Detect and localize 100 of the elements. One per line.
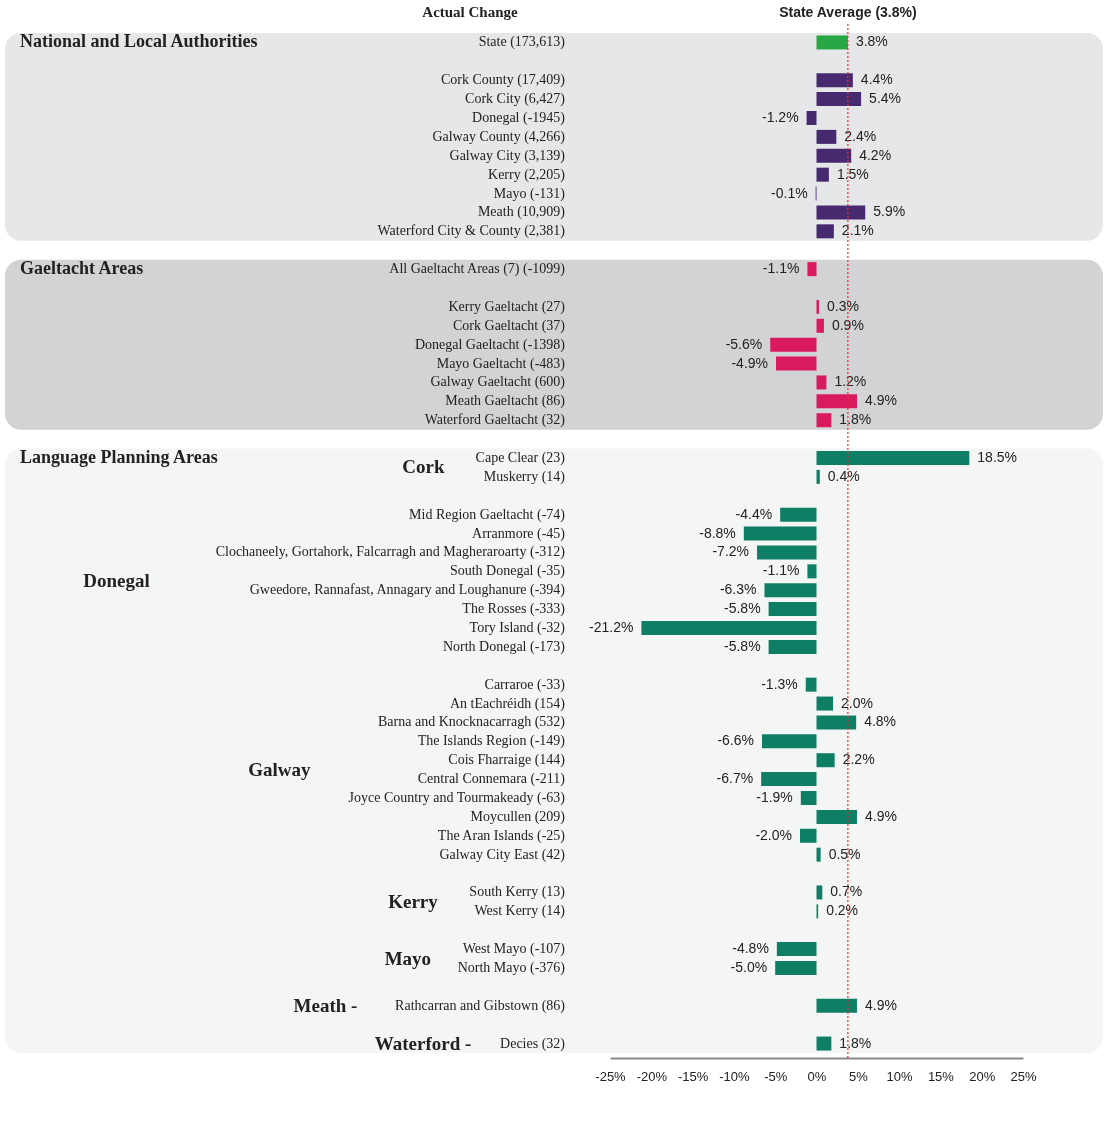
data-label: -5.0%: [730, 959, 768, 975]
y-tick-label: Moycullen (209): [470, 808, 566, 825]
bar: [761, 734, 817, 749]
data-label: -1.9%: [756, 789, 793, 805]
ref-line-label: State Average (3.8%): [779, 4, 917, 20]
bar: [816, 696, 834, 711]
text: Kerry: [388, 890, 439, 912]
text: Meath -: [293, 994, 358, 1016]
data-label: -6.6%: [717, 732, 754, 749]
x-tick-label: 20%: [969, 1068, 996, 1084]
bar: [807, 262, 817, 277]
y-tick-label: Mayo (-131): [493, 185, 566, 202]
data-label: -2.0%: [755, 826, 792, 843]
y-tick-label: The Rosses (-333): [462, 601, 566, 618]
text: Galway: [248, 758, 311, 780]
y-tick-label: Mid Region Gaeltacht (-74): [409, 506, 566, 523]
y-tick-label: Mayo Gaeltacht (-483): [436, 355, 566, 372]
x-tick-label: -5%: [764, 1068, 788, 1084]
y-tick-label: Kerry (2,205): [488, 166, 566, 183]
x-tick-label: 25%: [1010, 1068, 1037, 1084]
bar: [816, 413, 832, 428]
y-tick-label: Cois Fharraige (144): [448, 752, 566, 769]
text: Cork: [402, 456, 445, 478]
bar: [816, 92, 862, 107]
y-tick-label: Donegal (-1945): [472, 110, 566, 126]
y-tick-label: South Kerry (13): [469, 884, 566, 901]
data-label: -6.3%: [719, 581, 757, 598]
bar: [764, 583, 817, 598]
bar: [776, 942, 817, 957]
data-label: 2.4%: [844, 127, 877, 144]
y-tick-label: Decies (32): [500, 1035, 566, 1052]
y-tick-label: Barna and Knocknacarragh (532): [378, 714, 566, 731]
y-tick-label: Central Connemara (-211): [417, 771, 566, 788]
data-label: -7.2%: [712, 543, 750, 560]
data-label: 2.1%: [841, 222, 874, 239]
bar: [816, 715, 857, 730]
bar: [816, 375, 827, 390]
data-label: 4.9%: [864, 392, 897, 409]
text: Waterford -: [374, 1032, 472, 1054]
bar: [816, 394, 857, 409]
data-label: 4.8%: [864, 713, 897, 730]
bar: [768, 602, 817, 617]
x-tick-label: 15%: [927, 1068, 955, 1084]
data-label: 4.9%: [864, 996, 897, 1013]
data-label: -4.4%: [735, 505, 773, 522]
bar: [816, 224, 834, 239]
data-label: 18.5%: [977, 449, 1018, 465]
y-tick-label: All Gaeltacht Areas (7) (-1099): [389, 261, 566, 278]
y-tick-label: Arranmore (-45): [472, 525, 566, 542]
data-label: 5.9%: [873, 203, 906, 220]
text: Donegal: [83, 569, 150, 591]
data-label: 0.3%: [826, 297, 859, 314]
band-label: National and Local Authorities: [20, 31, 258, 52]
data-label: -1.1%: [762, 260, 800, 277]
data-label: 4.2%: [859, 146, 892, 163]
bar: [816, 148, 852, 163]
y-tick-label: Rathcarran and Gibstown (86): [395, 997, 566, 1014]
bar: [816, 451, 970, 465]
data-label: 4.9%: [864, 807, 897, 824]
x-tick-label: -20%: [636, 1068, 668, 1084]
bar: [761, 772, 817, 787]
data-label: 1.8%: [839, 1034, 872, 1051]
data-label: -6.7%: [716, 770, 754, 787]
data-label: 1.2%: [834, 373, 867, 390]
y-tick-label: Galway City (3,139): [449, 147, 566, 164]
bar: [816, 1036, 832, 1051]
data-label: 0.4%: [827, 467, 860, 484]
bar: [768, 639, 817, 654]
y-tick-label: Galway County (4,266): [432, 128, 566, 145]
bar: [770, 337, 817, 352]
x-tick-label: -15%: [677, 1068, 709, 1084]
bar: [780, 507, 817, 522]
bar: [816, 998, 857, 1013]
data-label: 2.0%: [841, 694, 873, 711]
data-label: 1.5%: [836, 165, 869, 182]
y-tick-label: Gweedore, Rannafast, Annagary and Loughanure (-394): [249, 582, 566, 599]
y-tick-label: Waterford City & County (2,381): [377, 223, 566, 240]
y-tick-label: West Mayo (-107): [462, 941, 566, 958]
y-tick-label: Galway Gaeltacht (600): [430, 374, 566, 391]
data-label: 3.8%: [855, 33, 888, 50]
y-tick-label: South Donegal (-35): [449, 563, 566, 580]
y-tick-label: Cape Clear (23): [475, 450, 566, 466]
data-label: -1.1%: [762, 562, 800, 579]
y-tick-label: Meath Gaeltacht (86): [445, 393, 566, 410]
y-tick-label: Muskerry (14): [483, 468, 566, 485]
y-tick-label: Tory Island (-32): [469, 620, 566, 636]
y-tick-label: West Kerry (14): [474, 903, 566, 920]
data-label: -5.6%: [725, 335, 763, 352]
y-tick-label: Carraroe (-33): [484, 676, 566, 693]
bar: [816, 847, 821, 862]
data-label: 0.7%: [830, 883, 863, 900]
data-label: -1.2%: [762, 109, 799, 125]
y-tick-label: Waterford Gaeltacht (32): [424, 412, 566, 429]
bar: [816, 73, 853, 88]
band-label: Language Planning Areas: [20, 447, 218, 467]
y-tick-label: Cork Gaeltacht (37): [453, 317, 566, 334]
x-tick-label: 10%: [886, 1068, 914, 1084]
data-label: -5.8%: [724, 600, 761, 617]
data-label: -21.2%: [589, 619, 634, 635]
data-label: -8.8%: [699, 524, 736, 541]
